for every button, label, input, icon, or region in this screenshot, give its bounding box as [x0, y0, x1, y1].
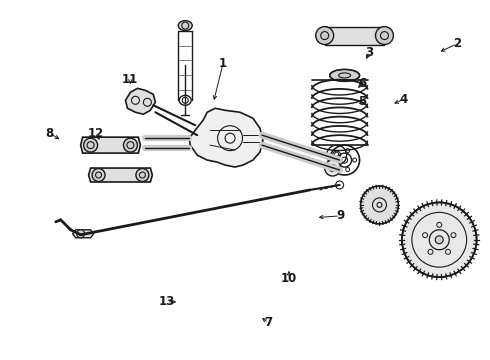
Ellipse shape: [375, 27, 393, 45]
Text: 7: 7: [265, 316, 272, 329]
Text: 13: 13: [159, 296, 175, 309]
Polygon shape: [89, 168, 152, 182]
Text: 10: 10: [281, 272, 297, 285]
Ellipse shape: [76, 230, 85, 238]
Ellipse shape: [316, 27, 334, 45]
Polygon shape: [81, 137, 141, 153]
Ellipse shape: [361, 186, 398, 224]
Text: 11: 11: [122, 73, 138, 86]
Ellipse shape: [84, 138, 98, 152]
Text: 8: 8: [46, 127, 54, 140]
Polygon shape: [189, 108, 263, 167]
Ellipse shape: [402, 202, 477, 277]
Ellipse shape: [435, 236, 443, 244]
Text: 9: 9: [336, 210, 344, 222]
Ellipse shape: [123, 138, 137, 152]
Text: 3: 3: [366, 46, 373, 59]
Polygon shape: [325, 27, 385, 45]
Polygon shape: [73, 230, 94, 238]
Ellipse shape: [178, 21, 192, 31]
Ellipse shape: [92, 168, 105, 181]
Text: 1: 1: [219, 57, 227, 70]
Text: 4: 4: [399, 93, 408, 106]
Ellipse shape: [330, 69, 360, 81]
Text: 5: 5: [358, 95, 366, 108]
Ellipse shape: [325, 160, 341, 176]
Ellipse shape: [136, 168, 149, 181]
Polygon shape: [125, 88, 155, 114]
Text: 12: 12: [88, 127, 104, 140]
Text: 2: 2: [453, 37, 462, 50]
Text: 6: 6: [358, 77, 366, 90]
